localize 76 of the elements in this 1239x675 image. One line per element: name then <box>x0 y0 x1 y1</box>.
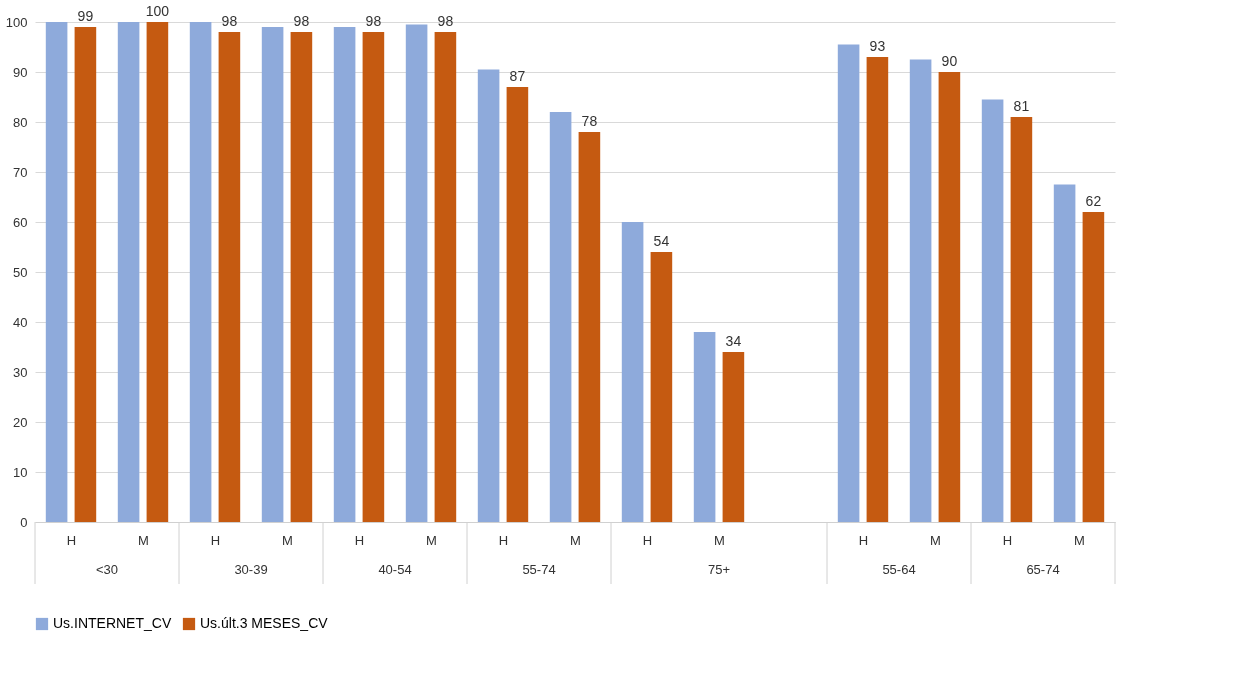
bar <box>693 332 716 522</box>
bar <box>477 69 500 522</box>
legend-label: Us.últ.3 MESES_CV <box>200 615 329 631</box>
text: 65-74 <box>1026 562 1060 577</box>
x-tick-label: H <box>210 532 221 548</box>
bar <box>261 27 284 522</box>
y-tick-label: 0 <box>20 514 28 530</box>
x-tick-label: M <box>426 532 437 548</box>
bar <box>938 72 961 522</box>
bar <box>74 27 97 522</box>
bar <box>434 32 457 522</box>
data-label: 98 <box>365 13 382 29</box>
data-label: 98 <box>221 13 238 29</box>
bar <box>837 44 860 522</box>
bar <box>189 22 212 522</box>
data-label: 99 <box>77 8 94 24</box>
y-tick-label: 70 <box>13 164 28 180</box>
data-label: 93 <box>869 38 886 54</box>
y-tick-label: 30 <box>13 364 28 380</box>
y-tick-label: 90 <box>13 64 28 80</box>
x-tick-label: M <box>138 532 149 548</box>
data-label: 90 <box>941 53 958 69</box>
bar <box>506 87 529 522</box>
x-tick-label: M <box>1074 532 1085 548</box>
bar <box>650 252 673 522</box>
legend-label: Us.INTERNET_CV <box>53 615 172 631</box>
bar <box>146 22 169 522</box>
text: 40-54 <box>378 562 412 577</box>
data-label: 81 <box>1013 98 1030 114</box>
data-label: 62 <box>1085 193 1102 209</box>
y-tick-label: 10 <box>13 464 28 480</box>
y-tick-label: 80 <box>13 114 28 130</box>
data-label: 100 <box>145 3 170 19</box>
data-label: 54 <box>653 233 670 249</box>
x-tick-label: M <box>570 532 581 548</box>
bar <box>1010 117 1033 522</box>
x-tick-label: M <box>282 532 293 548</box>
text: 55-74 <box>522 562 556 577</box>
bar <box>218 32 241 522</box>
y-tick-label: 60 <box>13 214 28 230</box>
y-tick-label: 40 <box>13 314 28 330</box>
bar <box>405 24 428 522</box>
bar <box>333 27 356 522</box>
bar <box>117 22 140 522</box>
bar <box>621 222 644 522</box>
text: 55-64 <box>882 562 916 577</box>
data-label: 78 <box>581 113 598 129</box>
bar <box>1082 212 1105 522</box>
bar <box>45 22 68 522</box>
bar <box>866 57 889 522</box>
bar <box>290 32 313 522</box>
text: 75+ <box>707 562 731 577</box>
text: <30 <box>95 562 119 577</box>
data-label: 34 <box>725 333 742 349</box>
data-label: 87 <box>509 68 526 84</box>
y-tick-label: 20 <box>13 414 28 430</box>
x-tick-label: H <box>66 532 77 548</box>
y-tick-label: 100 <box>5 14 28 30</box>
data-label: 98 <box>293 13 310 29</box>
data-label: 98 <box>437 13 454 29</box>
y-tick-label: 50 <box>13 264 28 280</box>
bar <box>909 59 932 522</box>
x-tick-label: H <box>498 532 509 548</box>
x-tick-label: M <box>714 532 725 548</box>
bar <box>578 132 601 522</box>
bar <box>549 112 572 522</box>
x-tick-label: H <box>642 532 653 548</box>
bar <box>722 352 745 522</box>
x-tick-label: H <box>354 532 365 548</box>
x-tick-label: M <box>930 532 941 548</box>
bar <box>1053 184 1076 522</box>
bar <box>981 99 1004 522</box>
text: 30-39 <box>234 562 268 577</box>
x-tick-label: H <box>858 532 869 548</box>
x-tick-label: H <box>1002 532 1013 548</box>
bar <box>362 32 385 522</box>
